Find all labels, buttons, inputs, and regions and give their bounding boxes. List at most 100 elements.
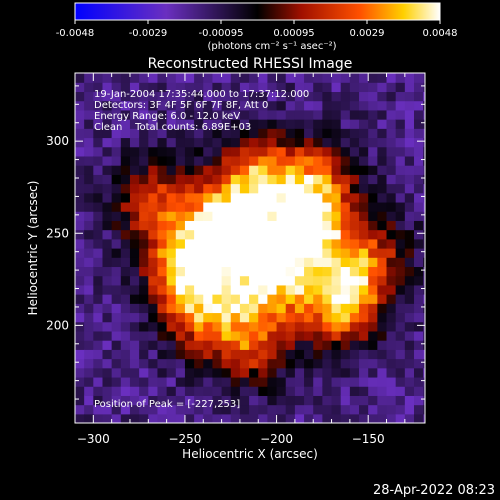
heatmap-pixel <box>258 376 269 387</box>
heatmap-pixel <box>120 119 131 129</box>
heatmap-pixel <box>175 284 186 295</box>
heatmap-pixel <box>304 238 314 249</box>
heatmap-pixel <box>249 266 259 277</box>
heatmap-pixel <box>157 294 168 304</box>
heatmap-pixel <box>404 73 415 83</box>
heatmap-pixel <box>157 155 168 166</box>
heatmap-pixel <box>377 238 388 249</box>
heatmap-pixel <box>102 220 113 231</box>
heatmap-pixel <box>359 266 369 277</box>
heatmap-pixel <box>203 248 214 258</box>
heatmap-pixel <box>331 330 342 341</box>
heatmap-pixel <box>377 395 388 406</box>
heatmap-pixel <box>331 266 342 277</box>
heatmap-pixel <box>395 82 406 93</box>
heatmap-pixel <box>249 201 259 212</box>
heatmap-pixel <box>166 303 177 314</box>
heatmap-pixel <box>258 91 269 102</box>
heatmap-pixel <box>267 413 278 423</box>
heatmap-pixel <box>359 257 369 268</box>
heatmap-pixel <box>395 395 406 406</box>
heatmap-pixel <box>349 100 360 111</box>
heatmap-pixel <box>404 321 415 332</box>
heatmap-pixel <box>221 165 232 175</box>
heatmap-pixel <box>267 155 278 166</box>
heatmap-pixel <box>221 257 232 268</box>
heatmap-pixel <box>414 404 424 415</box>
heatmap-pixel <box>386 91 397 102</box>
heatmap-pixel <box>322 257 333 268</box>
heatmap-pixel <box>377 155 388 166</box>
heatmap-pixel <box>386 257 397 268</box>
heatmap-pixel <box>267 192 278 203</box>
heatmap-pixel <box>313 73 323 83</box>
heatmap-pixel <box>368 137 378 148</box>
heatmap-pixel <box>404 109 415 120</box>
heatmap-pixel <box>294 367 305 378</box>
heatmap-pixel <box>212 248 223 258</box>
heatmap-pixel <box>212 119 223 129</box>
heatmap-pixel <box>404 358 415 369</box>
heatmap-pixel <box>304 340 314 350</box>
heatmap-pixel <box>212 376 223 387</box>
colorbar-tick-label: -0.00095 <box>199 28 244 39</box>
heatmap-pixel <box>75 82 85 93</box>
heatmap-pixel <box>304 413 314 423</box>
heatmap-pixel <box>359 321 369 332</box>
heatmap-pixel <box>75 137 85 148</box>
heatmap-pixel <box>111 174 122 185</box>
heatmap-pixel <box>120 413 131 423</box>
heatmap-pixel <box>276 165 287 175</box>
heatmap-pixel <box>349 109 360 120</box>
heatmap-pixel <box>285 91 296 102</box>
heatmap-pixel <box>175 137 186 148</box>
heatmap-pixel <box>203 73 214 83</box>
heatmap-pixel <box>212 257 223 268</box>
heatmap-pixel <box>175 183 186 194</box>
peak-position-label: Position of Peak = [-227,253] <box>94 399 240 410</box>
heatmap-pixel <box>212 109 223 120</box>
heatmap-pixel <box>230 82 241 93</box>
colorbar-tick-label: 0.00095 <box>273 28 314 39</box>
heatmap-pixel <box>322 303 333 314</box>
heatmap-pixel <box>102 321 113 332</box>
heatmap-pixel <box>349 404 360 415</box>
heatmap-pixel <box>249 284 259 295</box>
heatmap-pixel <box>285 192 296 203</box>
heatmap-pixel <box>184 248 195 258</box>
heatmap-pixel <box>294 165 305 175</box>
heatmap-pixel <box>230 100 241 111</box>
heatmap-pixel <box>404 395 415 406</box>
heatmap-pixel <box>368 119 378 129</box>
heatmap-pixel <box>359 109 369 120</box>
heatmap-pixel <box>166 358 177 369</box>
heatmap-pixel <box>111 376 122 387</box>
heatmap-pixel <box>404 238 415 249</box>
heatmap-pixel <box>84 312 94 323</box>
heatmap-pixel <box>239 238 250 249</box>
heatmap-pixel <box>249 238 259 249</box>
heatmap-pixel <box>139 404 149 415</box>
heatmap-pixel <box>386 73 397 83</box>
heatmap-pixel <box>377 220 388 231</box>
heatmap-pixel <box>267 349 278 360</box>
heatmap-pixel <box>157 395 168 406</box>
heatmap-pixel <box>194 321 204 332</box>
heatmap-pixel <box>386 367 397 378</box>
heatmap-pixel <box>386 386 397 396</box>
heatmap-pixel <box>331 294 342 304</box>
heatmap-pixel <box>84 91 94 102</box>
heatmap-pixel <box>423 146 425 157</box>
heatmap-pixel <box>129 238 140 249</box>
heatmap-pixel <box>322 183 333 194</box>
heatmap-pixel <box>359 100 369 111</box>
heatmap-pixel <box>304 119 314 129</box>
heatmap-pixel <box>75 192 85 203</box>
heatmap-pixel <box>212 238 223 249</box>
heatmap-pixel <box>239 248 250 258</box>
heatmap-pixel <box>359 248 369 258</box>
heatmap-pixel <box>184 275 195 286</box>
heatmap-pixel <box>331 174 342 185</box>
heatmap-pixel <box>111 386 122 396</box>
heatmap-pixel <box>322 294 333 304</box>
